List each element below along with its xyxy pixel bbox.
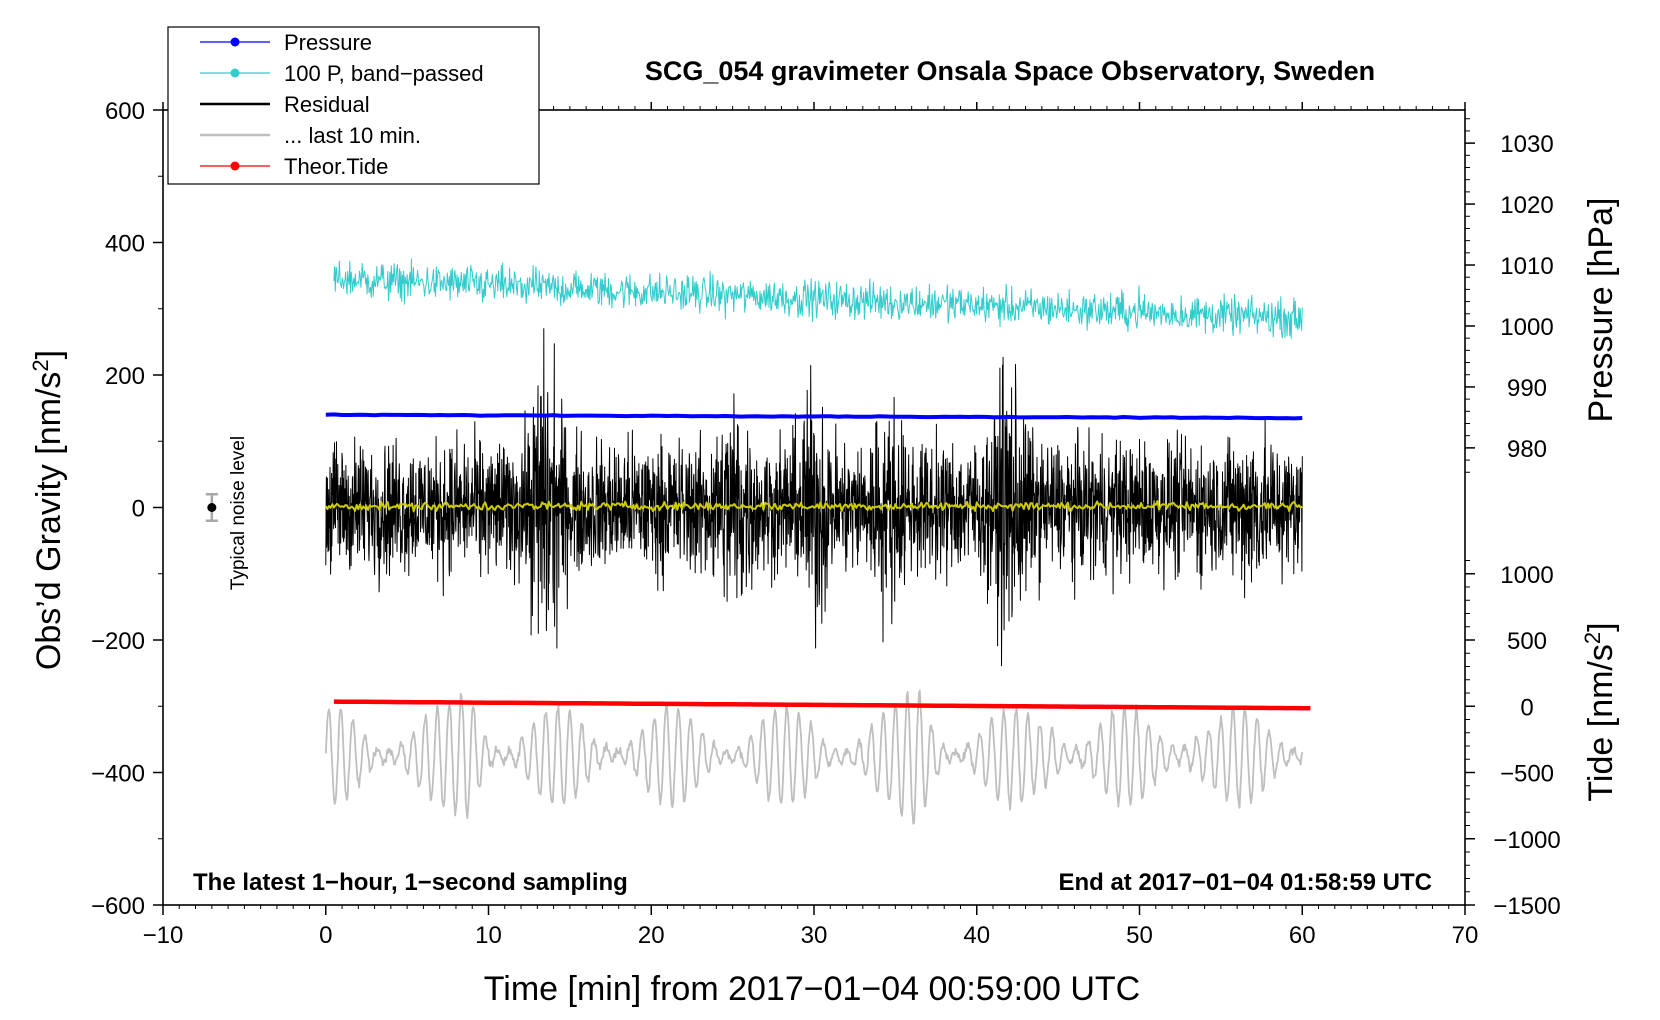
y-tick-label: 600 <box>105 98 145 125</box>
y-axis-title-pressure: Pressure [hPa] <box>1582 198 1620 423</box>
y-axis-pressure: 980 990 1000 1010 1020 1030 <box>1465 118 1554 473</box>
noise-dot <box>207 503 217 512</box>
x-tick-label: 30 <box>801 922 828 949</box>
noise-level-label: Typical noise level <box>228 436 249 590</box>
annotation-end-time: End at 2017−01−04 01:58:59 UTC <box>1058 869 1432 896</box>
x-tick-label: 70 <box>1452 922 1479 949</box>
pressure-tick-label: 990 <box>1507 375 1547 402</box>
pressure-tick-label: 1000 <box>1500 314 1553 341</box>
y-axis-tide: −1500 −1000 −500 0 500 1000 <box>1465 560 1561 920</box>
x-tick-label: 10 <box>475 922 502 949</box>
x-tick-label: 50 <box>1126 922 1153 949</box>
tide-tick-label: 0 <box>1520 694 1533 721</box>
y-tick-label: 200 <box>105 363 145 390</box>
y-axis-title-gravity: Obs’d Gravity [nm/s2] <box>28 350 68 670</box>
x-tick-label: 20 <box>638 922 665 949</box>
noise-level-marker <box>205 493 218 522</box>
tide-tick-label: −500 <box>1500 761 1554 788</box>
legend-marker <box>230 37 240 47</box>
series-layer <box>324 258 1311 825</box>
y-axis-title-tide-sup: 2 <box>1580 632 1605 644</box>
x-tick-label: 0 <box>319 922 332 949</box>
y-axis-title-tide: Tide [nm/s2] <box>1580 622 1620 801</box>
y-tick-label: 0 <box>132 496 145 523</box>
y-axis-title-tide-main: Tide [nm/s <box>1582 644 1620 801</box>
annotation-sampling: The latest 1−hour, 1−second sampling <box>193 869 628 896</box>
x-tick-label: 60 <box>1289 922 1316 949</box>
pressure-tick-label: 1030 <box>1500 131 1553 158</box>
x-axis-title: Time [min] from 2017−01−04 00:59:00 UTC <box>484 970 1140 1008</box>
x-tick-label: −10 <box>143 922 184 949</box>
y-axis-title-gravity-close: ] <box>30 350 68 359</box>
legend-label: ... last 10 min. <box>284 123 421 148</box>
series-last-10-min <box>324 689 1304 825</box>
pressure-tick-label: 1020 <box>1500 192 1553 219</box>
x-axis: −10 0 10 20 30 40 50 60 70 <box>143 102 1479 949</box>
y-tick-label: −200 <box>91 628 145 655</box>
series-residual <box>325 328 1303 667</box>
series-pressure <box>325 412 1303 421</box>
y-axis-title-gravity-sup: 2 <box>28 359 53 371</box>
tide-tick-label: 500 <box>1507 628 1547 655</box>
pressure-tick-label: 980 <box>1507 436 1547 463</box>
y-tick-label: −400 <box>91 761 145 788</box>
legend-box <box>167 26 540 185</box>
legend-marker <box>230 68 240 78</box>
legend-label: Pressure <box>284 30 372 55</box>
tide-tick-label: −1500 <box>1493 893 1560 920</box>
y-tick-label: −600 <box>91 893 145 920</box>
legend-marker <box>230 161 240 171</box>
y-tick-label: 400 <box>105 231 145 258</box>
tide-tick-label: 1000 <box>1500 562 1553 589</box>
legend: Pressure 100 P, band−passed Residual ... la… <box>167 26 540 185</box>
legend-label: Residual <box>284 92 370 117</box>
legend-label: 100 P, band−passed <box>284 61 484 86</box>
series-pressure-band-passed <box>333 258 1303 339</box>
series-residual-mean <box>324 500 1303 513</box>
tide-tick-label: −1000 <box>1493 827 1560 854</box>
series-theoretical-tide <box>333 699 1311 711</box>
y-axis-title-tide-close: ] <box>1582 622 1620 631</box>
x-tick-label: 40 <box>963 922 990 949</box>
chart-title: SCG_054 gravimeter Onsala Space Observat… <box>645 56 1375 86</box>
y-axis-gravity: −600 −400 −200 0 200 400 600 <box>91 98 163 920</box>
pressure-tick-label: 1010 <box>1500 253 1553 280</box>
legend-label: Theor.Tide <box>284 154 388 179</box>
y-axis-title-gravity-main: Obs’d Gravity [nm/s <box>30 372 68 671</box>
